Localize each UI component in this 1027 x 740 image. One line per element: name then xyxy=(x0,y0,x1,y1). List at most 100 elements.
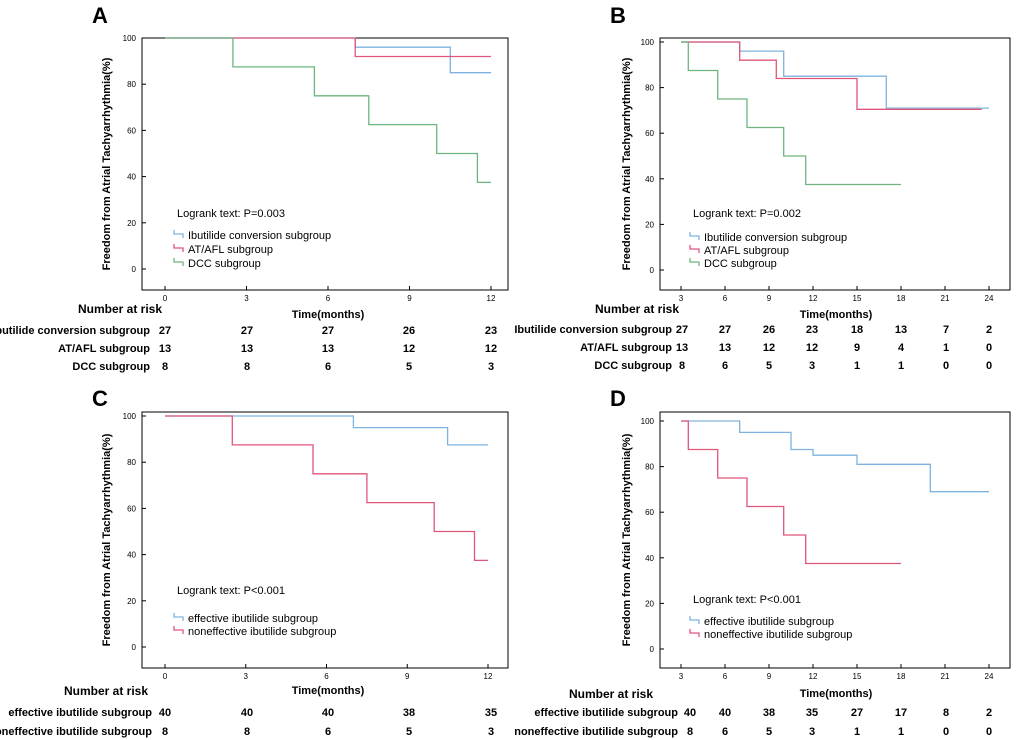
legend-swatch xyxy=(173,613,184,621)
risk-value: 5 xyxy=(406,726,412,738)
legend-swatch xyxy=(173,244,184,252)
legend-swatch xyxy=(689,258,700,266)
x-tick-label: 21 xyxy=(941,672,950,681)
risk-value: 23 xyxy=(806,324,818,336)
series-line-2 xyxy=(681,41,982,110)
risk-value: 2 xyxy=(986,707,992,719)
panel-letter: B xyxy=(610,3,626,28)
risk-value: 8 xyxy=(162,361,168,373)
risk-value: 13 xyxy=(322,343,334,355)
legend-swatch xyxy=(173,230,184,238)
y-tick-label: 20 xyxy=(127,597,136,606)
risk-value: 1 xyxy=(898,360,904,372)
y-tick-label: 40 xyxy=(127,173,136,182)
risk-value: 26 xyxy=(403,325,415,337)
risk-value: 6 xyxy=(325,361,331,373)
risk-row-label: AT/AFL subgroup xyxy=(58,343,150,355)
x-tick-label: 9 xyxy=(405,672,410,681)
risk-value: 6 xyxy=(722,360,728,372)
risk-value: 0 xyxy=(986,360,992,372)
x-tick-label: 6 xyxy=(324,672,329,681)
series-line-2 xyxy=(165,415,488,562)
risk-value: 38 xyxy=(763,707,775,719)
risk-table-title: Number at risk xyxy=(78,302,162,316)
risk-row-label: DCC subgroup xyxy=(594,360,672,372)
risk-value: 1 xyxy=(943,342,949,354)
risk-value: 35 xyxy=(485,707,497,719)
y-tick-label: 80 xyxy=(127,458,136,467)
risk-value: 12 xyxy=(403,343,415,355)
y-tick-label: 40 xyxy=(127,551,136,560)
plot-frame xyxy=(659,37,1011,291)
logrank-text: Logrank text: P=0.002 xyxy=(693,208,801,220)
risk-value: 3 xyxy=(809,726,815,738)
y-tick-label: 60 xyxy=(645,129,654,138)
risk-value: 13 xyxy=(676,342,688,354)
x-tick-label: 0 xyxy=(163,294,168,303)
x-tick-label: 3 xyxy=(244,672,249,681)
x-tick-label: 12 xyxy=(487,294,496,303)
legend-swatch xyxy=(689,232,700,240)
y-tick-label: 100 xyxy=(641,417,655,426)
y-tick-label: 80 xyxy=(127,80,136,89)
risk-value: 3 xyxy=(809,360,815,372)
risk-value: 3 xyxy=(488,726,494,738)
y-tick-label: 0 xyxy=(132,643,137,652)
x-tick-label: 12 xyxy=(809,294,818,303)
risk-value: 7 xyxy=(943,324,949,336)
risk-value: 8 xyxy=(244,361,250,373)
risk-value: 5 xyxy=(766,726,772,738)
x-tick-label: 15 xyxy=(853,672,862,681)
y-tick-label: 0 xyxy=(650,645,655,654)
risk-value: 27 xyxy=(241,325,253,337)
risk-value: 27 xyxy=(851,707,863,719)
panel-letter: A xyxy=(92,3,108,28)
risk-row-label: noneffective ibutilide subgroup xyxy=(0,726,152,738)
risk-value: 40 xyxy=(159,707,171,719)
x-tick-label: 3 xyxy=(679,294,684,303)
x-tick-label: 9 xyxy=(407,294,412,303)
series-line-1 xyxy=(681,41,989,109)
risk-value: 27 xyxy=(322,325,334,337)
legend-swatch xyxy=(689,629,700,637)
y-tick-label: 80 xyxy=(645,463,654,472)
y-tick-label: 0 xyxy=(132,265,137,274)
x-tick-label: 15 xyxy=(853,294,862,303)
x-tick-label: 0 xyxy=(163,672,168,681)
y-tick-label: 20 xyxy=(645,220,654,229)
x-tick-label: 24 xyxy=(985,294,994,303)
logrank-text: Logrank text: P<0.001 xyxy=(177,585,285,597)
plot-frame xyxy=(141,411,509,669)
series-line-2 xyxy=(165,37,491,58)
risk-value: 38 xyxy=(403,707,415,719)
y-tick-label: 100 xyxy=(641,38,655,47)
legend-label: AT/AFL subgroup xyxy=(704,245,789,257)
risk-value: 23 xyxy=(485,325,497,337)
x-tick-label: 12 xyxy=(809,672,818,681)
risk-value: 40 xyxy=(322,707,334,719)
x-tick-label: 18 xyxy=(897,672,906,681)
risk-value: 0 xyxy=(986,342,992,354)
legend-swatch xyxy=(689,616,700,624)
y-tick-label: 40 xyxy=(645,554,654,563)
y-tick-label: 40 xyxy=(645,175,654,184)
risk-value: 9 xyxy=(854,342,860,354)
x-axis-title: Time(months) xyxy=(800,309,873,321)
risk-value: 13 xyxy=(241,343,253,355)
y-tick-label: 100 xyxy=(123,34,137,43)
risk-value: 0 xyxy=(943,360,949,372)
risk-row-label: effective ibutilide subgroup xyxy=(8,707,152,719)
legend-label: effective ibutilide subgroup xyxy=(704,616,834,628)
logrank-text: Logrank text: P=0.003 xyxy=(177,208,285,220)
risk-value: 4 xyxy=(898,342,905,354)
risk-value: 12 xyxy=(763,342,775,354)
y-axis-title: Freedom from Atrial Tachyarrhythmia(%) xyxy=(621,433,633,646)
y-axis-title: Freedom from Atrial Tachyarrhythmia(%) xyxy=(101,57,113,270)
legend-label: AT/AFL subgroup xyxy=(188,244,273,256)
x-tick-label: 6 xyxy=(723,294,728,303)
series-line-1 xyxy=(165,415,488,446)
risk-value: 13 xyxy=(895,324,907,336)
risk-value: 0 xyxy=(943,726,949,738)
y-tick-label: 60 xyxy=(127,504,136,513)
